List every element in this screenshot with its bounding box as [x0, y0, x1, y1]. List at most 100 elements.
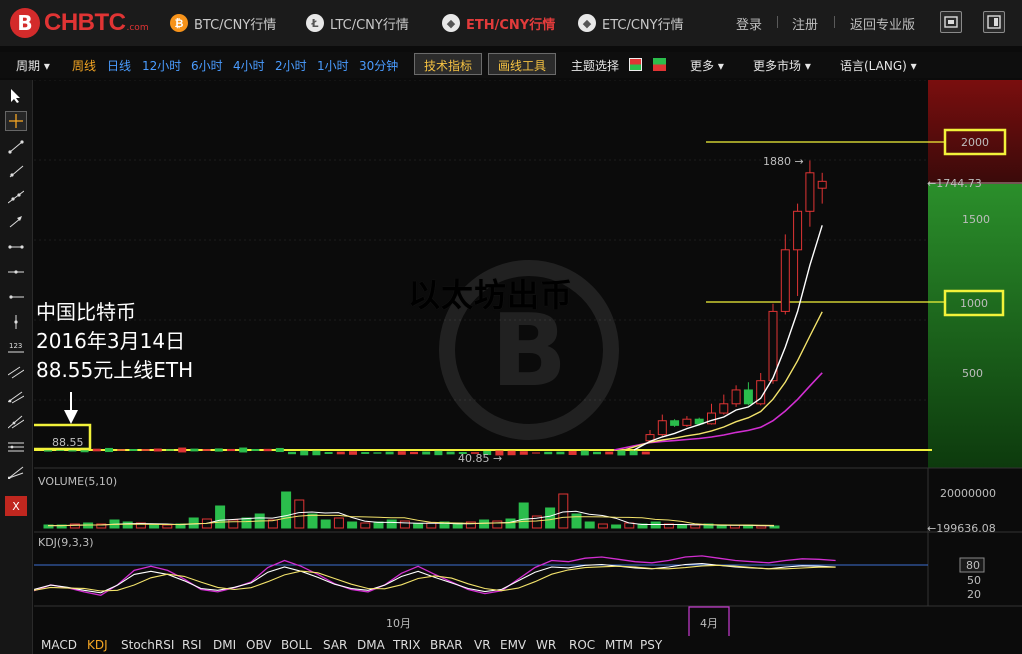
- indicator-tab-emv[interactable]: EMV: [500, 638, 527, 652]
- indicator-tab-boll[interactable]: BOLL: [281, 638, 312, 652]
- candle: [410, 451, 418, 455]
- litecoin-icon: Ł: [306, 14, 324, 32]
- price-axis: 500 1500: [962, 213, 990, 380]
- volume-bar: [703, 523, 714, 529]
- market-tab-eth[interactable]: ◆ ETH/CNY行情: [442, 12, 555, 34]
- annotation-line-2: 2016年3月14日: [36, 329, 186, 353]
- login-link[interactable]: 登录: [736, 18, 763, 33]
- more-markets-dropdown[interactable]: 更多市场 ▾: [753, 59, 811, 73]
- candle: [519, 451, 528, 455]
- parallel-channel-icon[interactable]: [5, 362, 27, 382]
- vertical-line-icon[interactable]: [5, 312, 27, 332]
- indicator-tab-brar[interactable]: BRAR: [430, 638, 463, 652]
- interval-2h[interactable]: 2小时: [275, 59, 307, 73]
- interval-daily[interactable]: 日线: [107, 59, 132, 73]
- indicator-tab-roc[interactable]: ROC: [569, 638, 596, 652]
- level-box-1000: [943, 289, 1005, 317]
- volume-bar: [241, 517, 252, 529]
- tech-indicators-button[interactable]: 技术指标: [414, 53, 483, 75]
- indicator-tab-mtm[interactable]: MTM: [605, 638, 634, 652]
- bitcoin-icon: ₿: [170, 14, 188, 32]
- price-axis-tick: 1500: [962, 213, 990, 226]
- indicator-tab-obv[interactable]: OBV: [246, 638, 272, 652]
- x-label-april: 4月: [700, 617, 718, 630]
- indicator-tab-stochrsi[interactable]: StochRSI: [121, 638, 175, 652]
- logo-suffix: .com: [126, 23, 149, 33]
- delete-icon[interactable]: X: [5, 496, 27, 516]
- screenshot-icon[interactable]: [940, 11, 962, 33]
- price-chart[interactable]: B 500 1500 2000 1000 ←1744.73 1880 → 40.8…: [34, 80, 1022, 636]
- volume-bar: [56, 524, 67, 529]
- volume-bar: [69, 523, 80, 529]
- candle: [373, 452, 382, 454]
- chbtc-logo[interactable]: B CHBTC .com: [10, 8, 149, 38]
- svg-text:123: 123: [9, 342, 22, 350]
- interval-4h[interactable]: 4小时: [233, 59, 265, 73]
- volume-bar: [492, 520, 503, 529]
- x-label-april-box: [688, 606, 730, 636]
- candle: [731, 389, 741, 405]
- register-link[interactable]: 注册: [792, 18, 819, 33]
- volume-bar: [505, 518, 516, 529]
- candle: [239, 447, 248, 453]
- more-dropdown[interactable]: 更多 ▾: [690, 59, 724, 73]
- volume-bar: [162, 524, 173, 529]
- candle: [568, 451, 577, 455]
- volume-bar: [518, 502, 529, 529]
- candle: [817, 180, 827, 189]
- candle: [178, 447, 187, 453]
- indicator-tab-wr[interactable]: WR: [536, 638, 557, 652]
- fib-fan-icon[interactable]: [5, 437, 27, 457]
- market-tab-ltc[interactable]: Ł LTC/CNY行情: [306, 12, 409, 34]
- theme-green-red[interactable]: [653, 58, 666, 71]
- theme-red-green[interactable]: [629, 58, 642, 71]
- candle: [629, 450, 638, 456]
- kdj-80-box: [959, 557, 985, 573]
- volume-bar: [756, 525, 767, 529]
- volume-bar: [228, 519, 239, 529]
- indicator-tab-dmi[interactable]: DMI: [213, 638, 237, 652]
- crosshair-icon[interactable]: [5, 111, 27, 131]
- segment-icon[interactable]: [5, 137, 27, 157]
- candle: [605, 451, 614, 455]
- interval-6h[interactable]: 6小时: [191, 59, 223, 73]
- indicator-tab-macd[interactable]: MACD: [41, 638, 77, 652]
- price-label-icon[interactable]: 123: [5, 337, 27, 357]
- indicator-tab-sar[interactable]: SAR: [323, 638, 348, 652]
- market-tab-etc[interactable]: ◆ ETC/CNY行情: [578, 12, 684, 34]
- horizontal-line-icon[interactable]: [5, 262, 27, 282]
- horizontal-segment-icon[interactable]: [5, 237, 27, 257]
- indicator-tab-vr[interactable]: VR: [474, 638, 491, 652]
- volume-bar: [597, 523, 608, 529]
- cursor-icon[interactable]: [5, 86, 27, 106]
- fullscreen-icon[interactable]: [983, 11, 1005, 33]
- market-tab-btc[interactable]: ₿ BTC/CNY行情: [170, 12, 276, 34]
- period-dropdown[interactable]: 周期 ▾: [16, 59, 50, 73]
- ray-icon[interactable]: [5, 162, 27, 182]
- indicator-tab-psy[interactable]: PSY: [640, 638, 663, 652]
- extended-line-icon[interactable]: [5, 187, 27, 207]
- arrow-line-icon[interactable]: [5, 212, 27, 232]
- interval-30m[interactable]: 30分钟: [359, 59, 399, 73]
- candle: [397, 451, 406, 455]
- measure-icon[interactable]: [5, 462, 27, 482]
- divider: [834, 16, 835, 28]
- kdj-tick-20: 20: [967, 588, 981, 601]
- fibonacci-icon[interactable]: [5, 387, 27, 407]
- interval-1h[interactable]: 1小时: [317, 59, 349, 73]
- grid: [34, 80, 928, 401]
- indicator-tab-trix[interactable]: TRIX: [393, 638, 421, 652]
- back-pro-link[interactable]: 返回专业版: [850, 18, 916, 33]
- interval-12h[interactable]: 12小时: [142, 59, 182, 73]
- candle: [580, 450, 589, 456]
- language-dropdown[interactable]: 语言(LANG) ▾: [840, 59, 917, 73]
- interval-weekly[interactable]: 周线: [72, 59, 97, 73]
- pitchfork-icon[interactable]: [5, 412, 27, 432]
- bitcoin-logo-icon: B: [10, 8, 40, 38]
- indicator-tab-rsi[interactable]: RSI: [182, 638, 202, 652]
- drawing-tools-button[interactable]: 画线工具: [488, 53, 557, 75]
- indicator-tab-kdj[interactable]: KDJ: [87, 638, 108, 652]
- launch-price-box: [34, 423, 92, 451]
- horizontal-ray-icon[interactable]: [5, 287, 27, 307]
- indicator-tab-dma[interactable]: DMA: [357, 638, 385, 652]
